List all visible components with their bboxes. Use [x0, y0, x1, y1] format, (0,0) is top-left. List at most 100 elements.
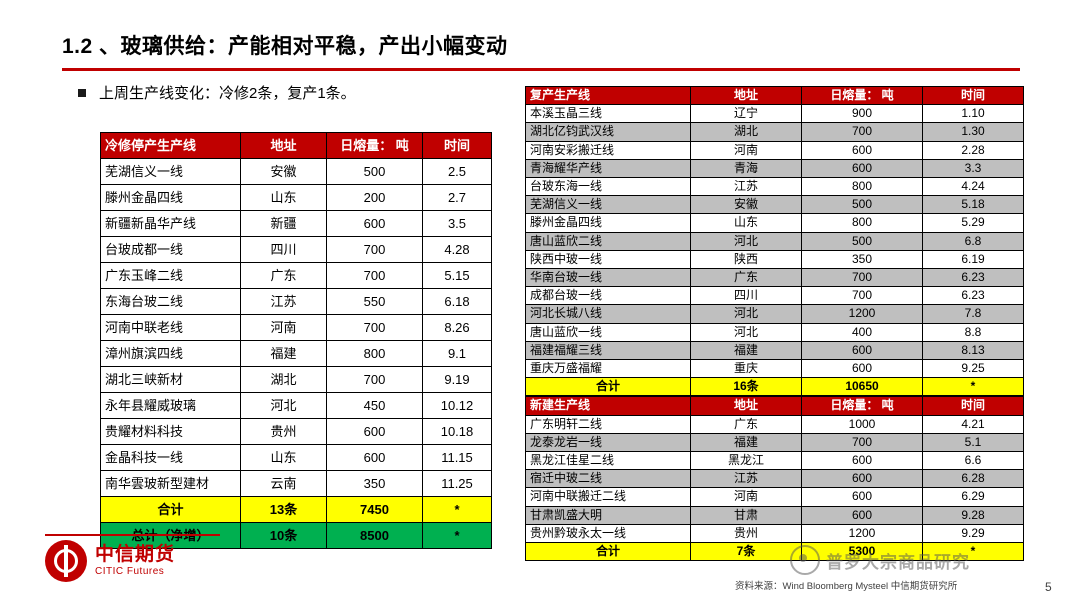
- table-cell: 9.25: [922, 359, 1024, 379]
- table-cell: 宿迁中玻二线: [525, 469, 691, 489]
- table-cell: 辽宁: [690, 104, 802, 124]
- table-cell: 8.26: [422, 314, 492, 341]
- table-cell: 200: [326, 184, 423, 211]
- table-cell: 山东: [240, 444, 327, 471]
- table-cell: 5.29: [922, 213, 1024, 233]
- table-cell: 600: [801, 451, 923, 471]
- table-cell: 600: [326, 444, 423, 471]
- table-cell: 6.23: [922, 286, 1024, 306]
- table-cell: 河北: [690, 322, 802, 342]
- table-cell: 5.18: [922, 195, 1024, 215]
- table-cell: 山东: [240, 184, 327, 211]
- table-cell: 6.28: [922, 469, 1024, 489]
- col-header-name: 复产生产线: [525, 85, 691, 106]
- col-header-address: 地址: [690, 396, 802, 416]
- table-row: 台玻东海一线 江苏 800 4.24: [525, 177, 1024, 197]
- table-cell: 唐山蓝欣二线: [525, 231, 691, 251]
- table-cell: 6.8: [922, 231, 1024, 251]
- table-row: 南华雲玻新型建材 云南 350 11.25: [100, 470, 492, 497]
- table-row: 黑龙江佳星二线 黑龙江 600 6.6: [525, 451, 1024, 471]
- table-cell: 南华雲玻新型建材: [100, 470, 241, 497]
- table-cell: 13条: [240, 496, 327, 523]
- table-cell: 700: [801, 286, 923, 306]
- col-header-name: 新建生产线: [525, 396, 691, 416]
- table-cell: 福建: [690, 340, 802, 361]
- table-cell: 广东: [690, 268, 802, 288]
- table-cell: 350: [801, 249, 923, 270]
- table-row: 河南中联老线 河南 700 8.26: [100, 314, 492, 341]
- table-cell: 陕西: [690, 249, 802, 270]
- col-header-capacity: 日熔量： 吨: [326, 132, 423, 159]
- table-row: 河南安彩搬迁线 河南 600 2.28: [525, 140, 1024, 160]
- table-cell: 600: [801, 140, 923, 160]
- table-cell: 合计: [100, 496, 241, 523]
- table-row: 龙泰龙岩一线 福建 700 5.1: [525, 432, 1024, 453]
- table-cell: 合计: [525, 542, 691, 562]
- table-cell: 1200: [801, 304, 923, 324]
- table-row: 贵耀材料科技 贵州 600 10.18: [100, 418, 492, 445]
- table-cell: 广东: [240, 262, 327, 289]
- table-cell: 7450: [326, 496, 423, 523]
- table-cell: 500: [801, 195, 923, 215]
- citic-futures-logo: 中信期货 CITIC Futures: [45, 540, 175, 582]
- table-cell: 广东玉峰二线: [100, 262, 241, 289]
- table-cell: 5.1: [922, 432, 1024, 453]
- table-cell: 华南台玻一线: [525, 268, 691, 288]
- table-row: 漳州旗滨四线 福建 800 9.1: [100, 340, 492, 367]
- table-cell: 7.8: [922, 304, 1024, 324]
- table-cell: 永年县耀威玻璃: [100, 392, 241, 419]
- table-row: 芜湖信义一线 安徽 500 2.5: [100, 158, 492, 185]
- table-cell: 山东: [690, 213, 802, 233]
- table-cell: 1.10: [922, 104, 1024, 124]
- table-cell: 河北: [690, 231, 802, 251]
- table-cell: 云南: [240, 470, 327, 497]
- table-cell: 5300: [801, 542, 923, 562]
- col-header-time: 时间: [922, 85, 1024, 106]
- table-cell: 甘肃凯盛大明: [525, 505, 691, 525]
- table-cell: 河南中联老线: [100, 314, 241, 341]
- table-cell: 成都台玻一线: [525, 286, 691, 306]
- table-cell: 600: [326, 210, 423, 237]
- table-cell: 8.8: [922, 322, 1024, 342]
- table-cell: 本溪玉晶三线: [525, 104, 691, 124]
- table-cell: 500: [801, 231, 923, 251]
- table-row: 东海台玻二线 江苏 550 6.18: [100, 288, 492, 315]
- table-row: 广东玉峰二线 广东 700 5.15: [100, 262, 492, 289]
- table-cell: 河南安彩搬迁线: [525, 140, 691, 160]
- table-cell: 黑龙江: [690, 451, 802, 471]
- table-cell: 900: [801, 104, 923, 124]
- table-cell: 4.24: [922, 177, 1024, 197]
- table-cell: 湖北亿钧武汉线: [525, 122, 691, 142]
- table-cell: 河北: [690, 304, 802, 324]
- table-cell: 芜湖信义一线: [100, 158, 241, 185]
- bullet-text: 上周生产线变化：冷修2条，复产1条。: [99, 85, 356, 102]
- watermark-text: 普罗大宗商品研究: [826, 552, 970, 572]
- table-cell: 700: [326, 314, 423, 341]
- table-cell: 台玻东海一线: [525, 177, 691, 197]
- table-row: 滕州金晶四线 山东 800 5.29: [525, 213, 1024, 233]
- table-cell: 500: [326, 158, 423, 185]
- table-cell: 安徽: [690, 195, 802, 215]
- table-cell: 6.23: [922, 268, 1024, 288]
- table-cell: 10.18: [422, 418, 492, 445]
- table-cell: 700: [801, 122, 923, 142]
- page-title: 1.2 、玻璃供给：产能相对平稳，产出小幅变动: [62, 35, 508, 58]
- table-cell: 8.13: [922, 340, 1024, 361]
- table-cell: 贵州: [240, 418, 327, 445]
- table-cell: 河北长城八线: [525, 304, 691, 324]
- table-cell: 10.12: [422, 392, 492, 419]
- table-cell: 台玻成都一线: [100, 236, 241, 263]
- table-cell: 8500: [326, 522, 423, 549]
- table-row: 新建生产线 地址 日熔量： 吨时间: [525, 396, 1024, 416]
- table-row: 冷修停产生产线 地址 日熔量： 吨时间: [100, 132, 492, 159]
- table-row: 河北长城八线 河北 1200 7.8: [525, 304, 1024, 324]
- citic-logo-icon: [45, 540, 87, 582]
- table-cell: 600: [801, 158, 923, 179]
- table-cell: 16条: [690, 377, 802, 397]
- table-cell: 河南中联搬迁二线: [525, 487, 691, 507]
- table-row: 金晶科技一线 山东 600 11.15: [100, 444, 492, 471]
- table-cell: 福建福耀三线: [525, 340, 691, 361]
- table-cell: 新疆: [240, 210, 327, 237]
- table-cell: 700: [326, 262, 423, 289]
- table-cell: *: [422, 522, 492, 549]
